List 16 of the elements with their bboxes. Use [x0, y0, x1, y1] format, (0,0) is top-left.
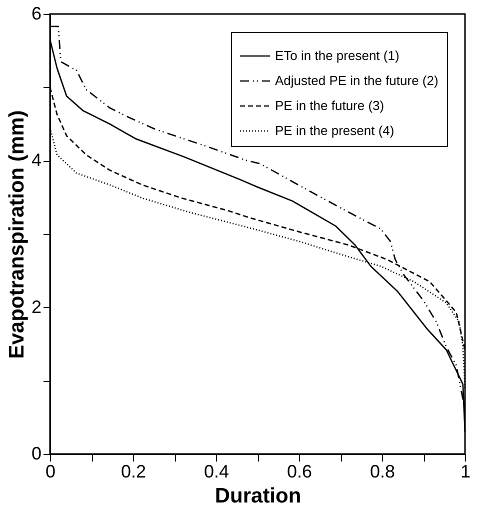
x-tick-label: 0.6	[286, 462, 312, 482]
y-tick-label: 0	[31, 444, 42, 464]
legend-label: Adjusted PE in the future (2)	[275, 73, 438, 88]
x-axis-title: Duration	[214, 484, 302, 508]
x-tick-label: 0	[45, 462, 56, 482]
legend-label: PE in the present (4)	[275, 123, 394, 138]
x-tick-label: 0.2	[120, 462, 146, 482]
x-tick-label: 0.4	[204, 462, 230, 482]
x-tick-label: 1	[460, 462, 471, 482]
y-tick-label: 2	[31, 296, 42, 317]
y-tick-label: 4	[31, 150, 42, 170]
y-tick-label: 6	[31, 4, 42, 24]
x-tick-label: 0.8	[370, 462, 396, 482]
legend-label: ETo in the present (1)	[275, 48, 400, 63]
legend-label: PE in the future (3)	[275, 98, 384, 113]
y-axis-title: Evapotranspiration (mm)	[5, 110, 28, 359]
